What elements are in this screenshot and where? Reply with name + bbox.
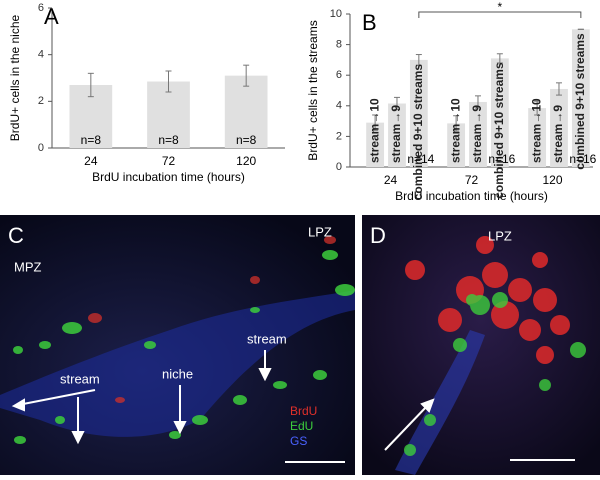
y-tick-label: 0 — [38, 142, 44, 154]
bar — [528, 108, 547, 167]
bar — [490, 58, 509, 168]
bar-label: stream→10 — [529, 98, 543, 163]
n-label: n=8 — [81, 133, 102, 147]
y-tick-label: 4 — [336, 100, 342, 112]
x-tick-label: 120 — [236, 154, 256, 168]
y-tick-label: 10 — [330, 8, 342, 20]
y-tick-label: 2 — [336, 130, 342, 142]
y-tick-label: 6 — [336, 69, 342, 81]
significance-label: * — [498, 0, 503, 14]
bar-label: stream→10 — [367, 98, 381, 163]
bar — [469, 101, 487, 167]
bar-label: stream→10 — [448, 98, 462, 163]
image-label: niche — [162, 366, 193, 381]
image-label: LPZ — [488, 228, 512, 243]
micrograph-d — [362, 215, 600, 475]
y-axis-label: BrdU+ cells in the streams — [306, 20, 320, 160]
y-axis-label: BrdU+ cells in the niche — [8, 14, 22, 141]
bar-label: stream→9 — [470, 105, 484, 163]
bar-label: combined 9+10 streams — [492, 62, 506, 199]
y-tick-label: 6 — [38, 2, 44, 14]
bar — [224, 75, 268, 148]
panel-letter: A — [44, 4, 59, 29]
y-tick-label: 0 — [336, 161, 342, 173]
legend-label: BrdU — [290, 404, 317, 418]
bar — [550, 88, 568, 167]
x-tick-label: 72 — [162, 154, 176, 168]
x-axis-label: BrdU incubation time (hours) — [395, 189, 548, 203]
x-tick-label: 24 — [384, 173, 398, 187]
image-label: MPZ — [14, 259, 42, 274]
bar — [409, 59, 428, 167]
x-axis-label: BrdU incubation time (hours) — [92, 170, 245, 184]
y-tick-label: 2 — [38, 95, 44, 107]
n-label: n=8 — [158, 133, 179, 147]
image-label: stream — [60, 371, 100, 386]
panel-letter: C — [8, 223, 24, 248]
panel-letter: D — [370, 223, 386, 248]
y-tick-label: 8 — [336, 39, 342, 51]
n-label: n=16 — [488, 152, 515, 166]
bar — [366, 122, 385, 167]
legend-label: EdU — [290, 419, 313, 433]
n-label: n=14 — [407, 152, 434, 166]
bar-label: stream→9 — [389, 105, 403, 163]
x-tick-label: 24 — [84, 154, 98, 168]
bar-label: combined 9+10 streams — [573, 33, 587, 170]
x-tick-label: 120 — [542, 173, 562, 187]
significance-bracket — [418, 11, 582, 18]
bar — [447, 123, 466, 167]
bar — [147, 81, 190, 148]
x-tick-label: 72 — [465, 173, 479, 187]
n-label: n=16 — [569, 152, 596, 166]
legend-label: GS — [290, 434, 307, 448]
n-label: n=8 — [236, 133, 257, 147]
y-tick-label: 4 — [38, 49, 44, 61]
image-label: stream — [247, 331, 287, 346]
bar — [388, 103, 406, 167]
panel-letter: B — [362, 10, 377, 35]
bar-label: stream→9 — [551, 105, 565, 163]
micrograph-c — [0, 215, 355, 475]
bar — [571, 29, 590, 167]
bar-label: combined 9+10 streams — [411, 64, 425, 201]
image-label: LPZ — [308, 224, 332, 239]
